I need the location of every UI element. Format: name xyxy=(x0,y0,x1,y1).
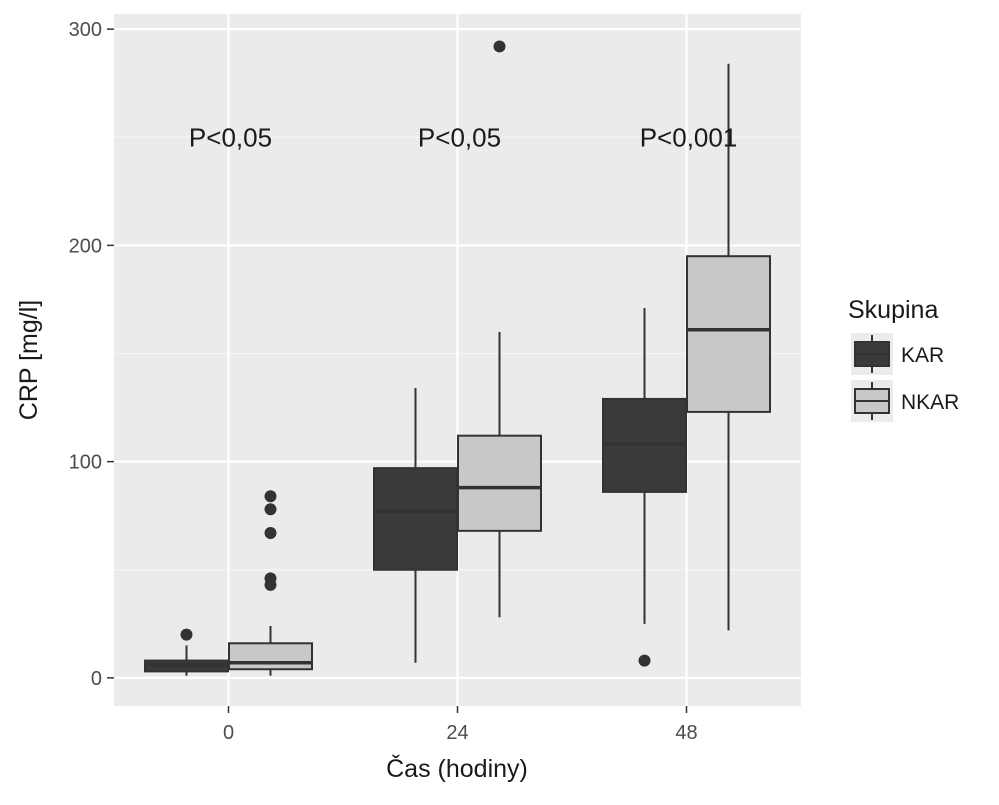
outlier-point xyxy=(264,503,277,516)
y-tick-label: 100 xyxy=(69,452,102,474)
p-value-annotation: P<0,001 xyxy=(640,122,738,152)
box-iqr xyxy=(686,255,771,413)
box-kar-0 xyxy=(144,628,229,676)
legend-label: NKAR xyxy=(901,391,959,414)
annotation-layer: P<0,05 P<0,05 P<0,001 xyxy=(189,122,737,152)
y-tick-label: 0 xyxy=(91,668,102,690)
box-iqr xyxy=(228,642,313,671)
p-value-annotation: P<0,05 xyxy=(189,122,272,152)
outlier-point xyxy=(264,527,277,539)
box-iqr xyxy=(373,467,458,571)
p-value-annotation: P<0,05 xyxy=(418,122,501,152)
x-tick-label: 48 xyxy=(675,722,697,744)
outlier-point xyxy=(180,628,193,641)
y-tick-label: 300 xyxy=(69,19,102,41)
legend-label: KAR xyxy=(901,344,944,367)
box-kar-24 xyxy=(373,388,458,663)
outlier-point xyxy=(264,490,277,503)
axis-layer: 0 100 200 300 0 24 48 xyxy=(69,19,698,744)
x-tick-label: 0 xyxy=(223,722,234,744)
legend-item-kar: KAR xyxy=(851,333,944,375)
y-tick-label: 200 xyxy=(69,235,102,257)
legend-item-nkar: NKAR xyxy=(851,380,959,422)
box-nkar-48 xyxy=(686,63,771,631)
box-nkar-0 xyxy=(228,490,313,676)
legend-title: Skupina xyxy=(848,296,938,324)
box-kar-48 xyxy=(602,308,687,667)
outlier-point xyxy=(493,40,506,53)
legend: Skupina KAR NKAR xyxy=(848,296,959,422)
outlier-point xyxy=(264,572,277,585)
box-nkar-24 xyxy=(457,40,542,618)
box-iqr xyxy=(457,434,542,532)
box-layer xyxy=(144,40,771,676)
x-axis-title: Čas (hodiny) xyxy=(386,754,528,783)
outlier-point xyxy=(638,654,651,667)
y-axis-title: CRP [mg/l] xyxy=(15,300,43,420)
x-tick-label: 24 xyxy=(446,722,468,744)
